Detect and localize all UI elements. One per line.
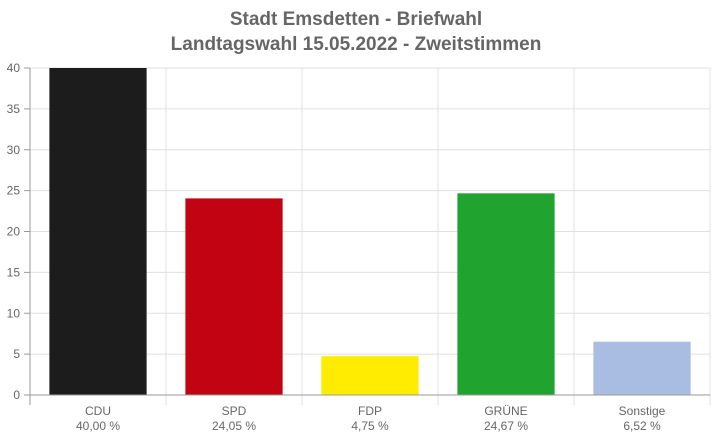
y-tick-label: 15 [7,265,21,279]
x-tick-label: Sonstige 6,52 % [574,404,710,434]
chart-title: Stadt Emsdetten - Briefwahl [229,9,483,30]
y-tick-label: 30 [7,143,21,157]
category-label: CDU [85,404,111,418]
y-tick-label: 25 [7,184,21,198]
bar-fdp [321,356,419,395]
value-label: 4,75 % [351,419,389,433]
value-label: 40,00 % [75,419,121,433]
value-label: 6,52 % [623,419,661,433]
bar-sonstige [593,341,691,395]
chart-subtitle: Landtagswahl 15.05.2022 - Zweitstimmen [170,34,542,55]
bar-cdu [49,68,147,395]
y-tick-label: 5 [13,347,20,361]
bar-spd [185,198,283,395]
category-label: Sonstige [618,404,666,418]
y-tick-label: 20 [7,225,21,239]
x-tick-label: GRÜNE 24,67 % [438,404,574,434]
y-tick-label: 10 [7,306,21,320]
x-tick-label: SPD 24,05 % [166,404,302,434]
y-tick-label: 0 [13,388,20,402]
x-tick-label: FDP 4,75 % [302,404,438,434]
value-label: 24,05 % [211,419,257,433]
category-label: FDP [358,404,382,418]
category-label: GRÜNE [484,404,528,418]
bar-grüne [457,193,555,395]
x-tick-label: CDU 40,00 % [30,404,166,434]
value-label: 24,67 % [483,419,529,433]
category-label: SPD [221,404,247,418]
y-tick-label: 35 [7,102,21,116]
y-tick-label: 40 [7,61,21,75]
